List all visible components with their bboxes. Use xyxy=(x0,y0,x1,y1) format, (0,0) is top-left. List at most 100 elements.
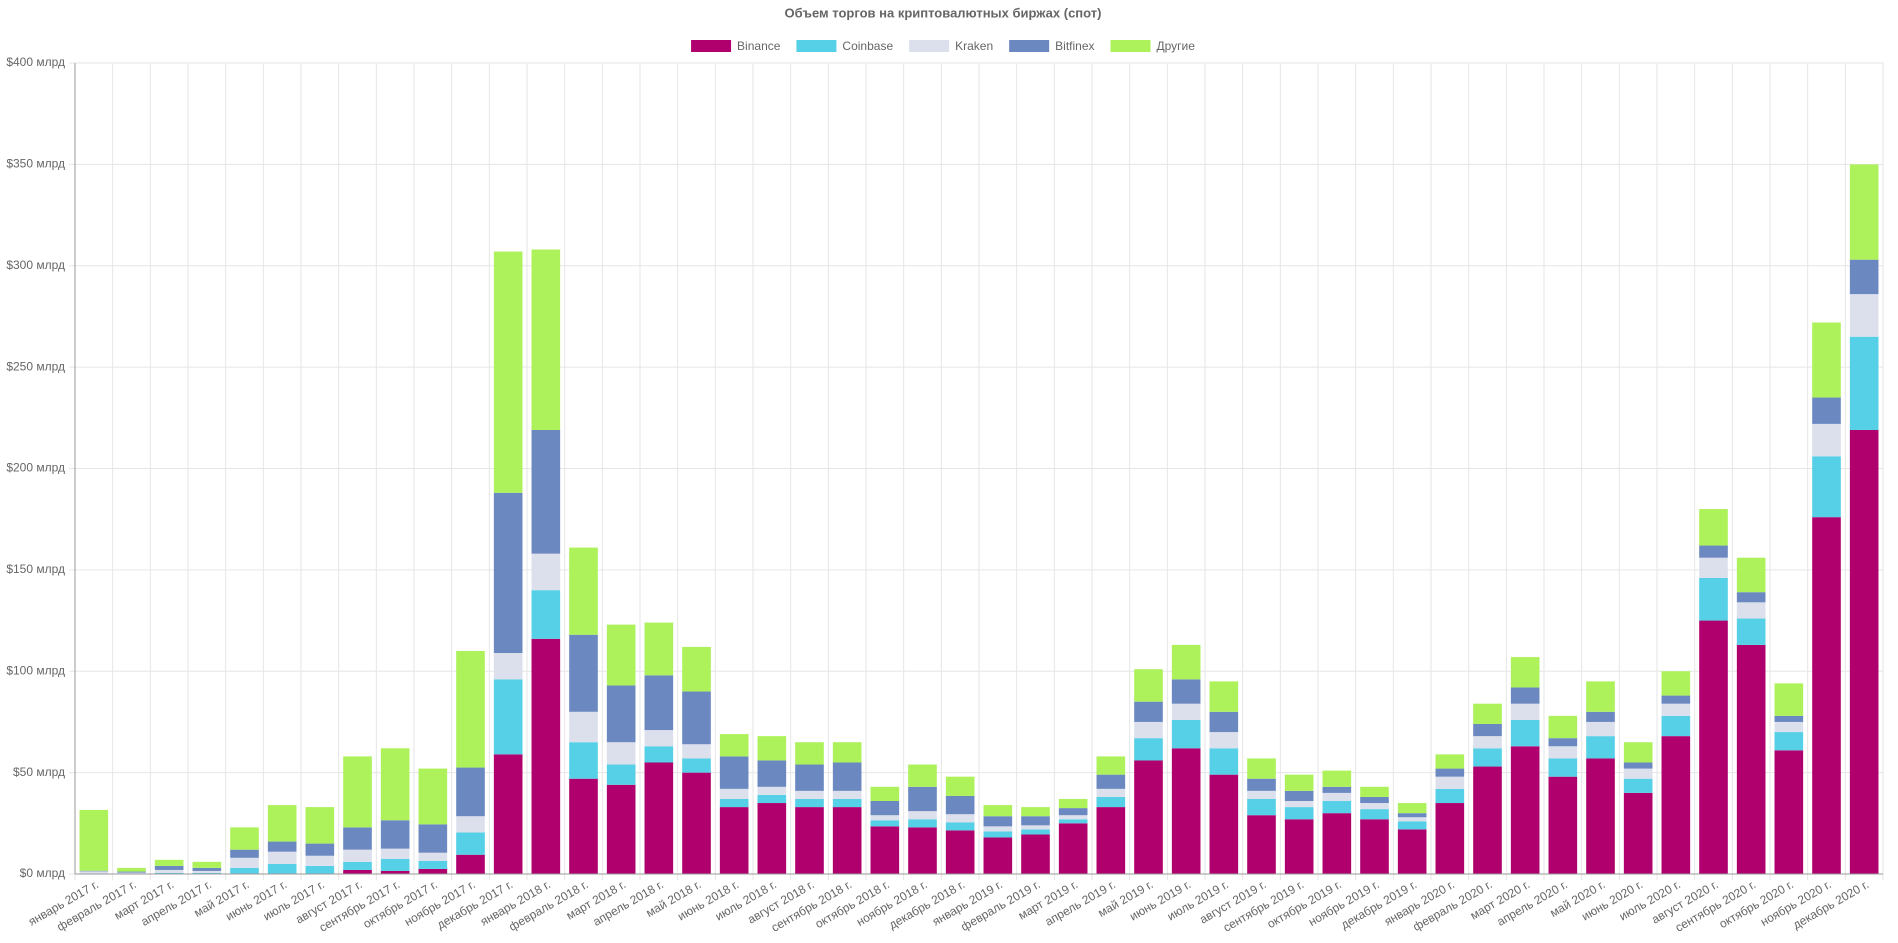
bar-segment xyxy=(569,711,598,743)
bar-segment xyxy=(531,553,561,591)
bar-segment xyxy=(418,852,448,861)
bar-segment xyxy=(117,871,146,873)
bar-segment xyxy=(1096,788,1126,797)
bar-segment xyxy=(983,831,1013,838)
bar-segment xyxy=(1247,790,1276,799)
bar-segment xyxy=(1134,701,1163,722)
bar-segment xyxy=(267,805,297,842)
y-tick-label: $350 млрд xyxy=(6,157,65,171)
legend-label: Bitfinex xyxy=(1055,39,1094,53)
y-tick-label: $50 млрд xyxy=(13,765,65,779)
bar-segment xyxy=(380,748,410,821)
bar-segment xyxy=(1171,644,1201,680)
bar-segment xyxy=(1096,807,1126,874)
bar-segment xyxy=(1435,754,1465,769)
bar-segment xyxy=(1812,456,1841,518)
bar-segment xyxy=(1623,792,1653,874)
chart-title: Объем торгов на криптовалютных биржах (с… xyxy=(785,5,1102,20)
bar-segment xyxy=(79,870,109,872)
bar-segment xyxy=(644,762,674,874)
bar-segment xyxy=(154,872,184,874)
bar-segment xyxy=(154,859,184,866)
bar-segment xyxy=(1548,776,1578,874)
bar-segment xyxy=(343,861,372,870)
bar-segment xyxy=(230,849,259,858)
bar-segment xyxy=(1360,796,1389,804)
bar-segment xyxy=(1134,760,1163,874)
legend-item: Bitfinex xyxy=(1009,39,1095,53)
bar-segment xyxy=(832,790,862,799)
bar-segment xyxy=(832,807,862,874)
bar-segment xyxy=(795,798,824,808)
bar-segment xyxy=(1284,807,1314,820)
bar-segment xyxy=(1397,821,1427,830)
bar-segment xyxy=(1774,732,1804,751)
bar-segment xyxy=(1473,736,1502,749)
bar-segment xyxy=(267,851,297,864)
bar-segment xyxy=(1623,778,1653,793)
bar-segment xyxy=(1209,748,1239,775)
bar-segment xyxy=(945,830,975,874)
bar-segment xyxy=(1661,703,1691,716)
y-tick-label: $100 млрд xyxy=(6,663,65,677)
bar-segment xyxy=(531,638,561,874)
bar-segment xyxy=(1322,792,1352,802)
bar-segment xyxy=(1096,774,1126,789)
bar-segment xyxy=(1548,746,1578,759)
bar-segment xyxy=(682,758,711,773)
bar-segment xyxy=(418,860,448,869)
bar-segment xyxy=(493,754,523,874)
bar-segment xyxy=(380,870,410,874)
bar-segment xyxy=(305,865,335,874)
bar-segment xyxy=(1096,796,1126,808)
bar-segment xyxy=(1699,577,1728,621)
bar-segment xyxy=(1209,732,1239,749)
bar-segment xyxy=(343,849,372,862)
bar-segment xyxy=(1510,703,1540,720)
bar-segment xyxy=(945,822,975,831)
bar-segment xyxy=(1171,719,1201,749)
bar-segment xyxy=(1661,736,1691,874)
bar-segment xyxy=(1209,774,1239,874)
bar-segment xyxy=(1322,770,1352,787)
bar-segment xyxy=(1699,620,1728,874)
bar-segment xyxy=(1360,786,1389,797)
bar-segment xyxy=(832,762,862,791)
bar-segment xyxy=(1247,758,1276,779)
bar-segment xyxy=(1812,517,1841,874)
bar-segment xyxy=(870,826,900,874)
bar-segment xyxy=(644,622,674,676)
y-tick-label: $400 млрд xyxy=(6,55,65,69)
bar-segment xyxy=(870,786,900,802)
bar-segment xyxy=(343,869,372,874)
bar-segment xyxy=(1661,715,1691,737)
bar-segment xyxy=(1247,815,1276,874)
bar-segment xyxy=(757,794,787,804)
bar-segment xyxy=(1360,809,1389,820)
bar-segment xyxy=(192,872,222,874)
legend-label: Другие xyxy=(1157,39,1196,53)
bar-segment xyxy=(1623,742,1653,763)
bar-segment xyxy=(267,841,297,852)
bar-segment xyxy=(795,790,824,799)
bar-segment xyxy=(1736,557,1766,593)
bar-segment xyxy=(1473,703,1502,724)
legend-label: Coinbase xyxy=(842,39,893,53)
bar-segment xyxy=(456,854,485,874)
bar-segment xyxy=(606,624,636,686)
bar-segment xyxy=(644,675,674,731)
bar-segment xyxy=(1849,429,1879,874)
bar-segment xyxy=(1510,687,1540,704)
bar-segment xyxy=(795,764,824,791)
legend-item: Binance xyxy=(691,39,781,53)
bar-segment xyxy=(795,807,824,874)
bar-segment xyxy=(1473,748,1502,767)
bar-segment xyxy=(1284,790,1314,802)
bar-segment xyxy=(983,837,1013,874)
y-tick-label: $300 млрд xyxy=(6,258,65,272)
bar-segment xyxy=(719,788,749,799)
bar-segment xyxy=(606,685,636,743)
bar-segment xyxy=(1058,798,1088,809)
bar-segment xyxy=(1812,322,1841,398)
bar-segment xyxy=(456,816,485,833)
